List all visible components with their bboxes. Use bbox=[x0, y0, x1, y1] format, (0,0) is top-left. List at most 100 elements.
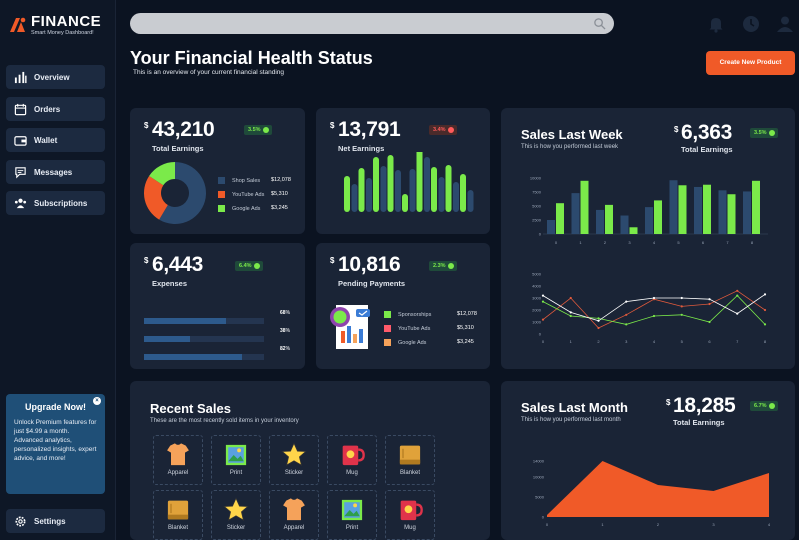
y-tick-label: 0 bbox=[539, 332, 542, 337]
pending-payments-label: Pending Payments bbox=[338, 279, 406, 288]
calendar-icon bbox=[14, 103, 27, 115]
tshirt-icon bbox=[283, 498, 305, 521]
bar bbox=[629, 227, 638, 234]
sidebar-item-label: Subscriptions bbox=[34, 198, 88, 208]
total-earnings-value: 43,210 bbox=[152, 118, 215, 141]
sidebar-item-label: Messages bbox=[34, 167, 73, 177]
trend-up-icon bbox=[768, 130, 775, 136]
product-tile[interactable] bbox=[269, 435, 319, 485]
product-tile[interactable] bbox=[211, 490, 261, 540]
percent-value: 38 bbox=[280, 328, 286, 334]
percent-value: 68 bbox=[280, 310, 286, 316]
gear-icon bbox=[15, 515, 26, 527]
product-tile[interactable] bbox=[385, 490, 435, 540]
sidebar-item-label: Orders bbox=[34, 104, 61, 114]
tile-label: Apparel bbox=[283, 525, 305, 531]
legend-swatch bbox=[384, 339, 391, 346]
pending-payments-card: $ 10,816 2.3% Pending Payments Sponsorsh… bbox=[316, 243, 490, 369]
y-tick-label: 7500 bbox=[532, 190, 542, 195]
sidebar-item-wallet[interactable]: Wallet bbox=[6, 128, 105, 152]
sidebar-item-orders[interactable]: Orders bbox=[6, 97, 105, 121]
tile-label: Sticker bbox=[284, 470, 304, 476]
net-earnings-card: $ 13,791 3.4% Net Earnings bbox=[316, 108, 490, 234]
product-tile[interactable] bbox=[153, 435, 203, 485]
legend-item: YouTube Ads bbox=[218, 191, 264, 198]
sales-month-value: 18,285 bbox=[673, 394, 736, 417]
legend-value: $12,078 bbox=[271, 177, 291, 183]
currency-symbol: $ bbox=[144, 121, 149, 130]
badge-text: 3.4% bbox=[433, 127, 446, 133]
bar bbox=[416, 152, 423, 212]
x-tick-label: 6 bbox=[708, 339, 711, 344]
net-earnings-bar-chart bbox=[344, 152, 474, 212]
data-point bbox=[708, 302, 711, 306]
x-tick-label: 8 bbox=[751, 240, 754, 245]
badge-text: 3.5% bbox=[754, 130, 767, 136]
y-tick-label: 14000 bbox=[533, 459, 545, 464]
data-point bbox=[597, 319, 600, 322]
clock-icon[interactable] bbox=[741, 14, 761, 34]
y-tick-label: 2000 bbox=[532, 308, 542, 313]
x-tick-label: 1 bbox=[570, 339, 573, 344]
tile-label: Mug bbox=[404, 525, 416, 531]
x-tick-label: 4 bbox=[653, 240, 656, 245]
data-point bbox=[625, 300, 628, 303]
picture-icon bbox=[341, 499, 363, 521]
star-icon bbox=[281, 442, 307, 466]
status-badge: 6.4% bbox=[235, 261, 263, 271]
expenses-card: $ 6,443 6.4% Expenses 68% 38% 82% bbox=[130, 243, 305, 369]
create-product-button[interactable]: Create New Product bbox=[706, 51, 795, 75]
card-title: Sales Last Week bbox=[521, 127, 623, 142]
data-point bbox=[708, 298, 711, 301]
tile-label: Mug bbox=[346, 470, 358, 476]
product-tile[interactable] bbox=[269, 490, 319, 540]
legend-value: $5,310 bbox=[271, 191, 288, 197]
legend-swatch bbox=[218, 177, 225, 184]
search-input[interactable] bbox=[130, 13, 614, 34]
user-icon[interactable] bbox=[775, 14, 795, 34]
bar bbox=[438, 177, 445, 212]
data-point bbox=[652, 296, 656, 300]
currency-symbol: $ bbox=[674, 125, 679, 134]
sidebar-item-subscriptions[interactable]: Subscriptions bbox=[6, 191, 105, 215]
app-logo[interactable]: FINANCE Smart Money Dashboard! bbox=[8, 14, 101, 36]
legend-swatch bbox=[384, 311, 391, 318]
sales-month-area-chart: 0 5000 10000 14000 0 1 2 3 4 bbox=[533, 459, 771, 528]
bar bbox=[727, 194, 736, 234]
earnings-donut-chart bbox=[144, 162, 206, 224]
currency-symbol: $ bbox=[666, 398, 671, 407]
expenses-value: 6,443 bbox=[152, 253, 204, 276]
close-icon[interactable]: × bbox=[93, 397, 101, 405]
sidebar: FINANCE Smart Money Dashboard! Overview … bbox=[0, 0, 116, 540]
progress-fill bbox=[144, 318, 226, 324]
report-illustration-icon bbox=[330, 305, 370, 349]
legend-label: Google Ads bbox=[398, 339, 427, 346]
bar bbox=[395, 170, 401, 212]
data-point bbox=[541, 318, 545, 321]
trend-up-icon bbox=[262, 127, 269, 133]
upgrade-panel: × Upgrade Now! Unlock Premium features f… bbox=[6, 394, 105, 494]
sidebar-item-overview[interactable]: Overview bbox=[6, 65, 105, 89]
product-tile[interactable] bbox=[385, 435, 435, 485]
product-tile[interactable] bbox=[153, 490, 203, 540]
data-point bbox=[652, 314, 656, 318]
product-tile[interactable] bbox=[327, 490, 377, 540]
legend-label: Google Ads bbox=[232, 205, 261, 212]
sidebar-item-label: Wallet bbox=[34, 135, 58, 145]
percent-unit: % bbox=[285, 328, 291, 334]
product-tile[interactable] bbox=[327, 435, 377, 485]
bar bbox=[380, 166, 387, 212]
sidebar-item-settings[interactable]: Settings bbox=[6, 509, 105, 533]
data-point bbox=[541, 300, 545, 303]
sidebar-item-messages[interactable]: Messages bbox=[6, 160, 105, 184]
sales-last-week-card: Sales Last Week This is how you performe… bbox=[501, 108, 795, 369]
badge-text: 2.3% bbox=[433, 263, 446, 269]
legend-label: YouTube Ads bbox=[232, 191, 265, 198]
legend-item: Sponsorships bbox=[384, 311, 431, 318]
search-icon[interactable] bbox=[593, 17, 606, 30]
trend-up-icon bbox=[447, 263, 454, 269]
bell-icon[interactable] bbox=[706, 14, 726, 34]
bar bbox=[351, 184, 358, 212]
bar bbox=[645, 207, 653, 234]
product-tile[interactable] bbox=[211, 435, 261, 485]
